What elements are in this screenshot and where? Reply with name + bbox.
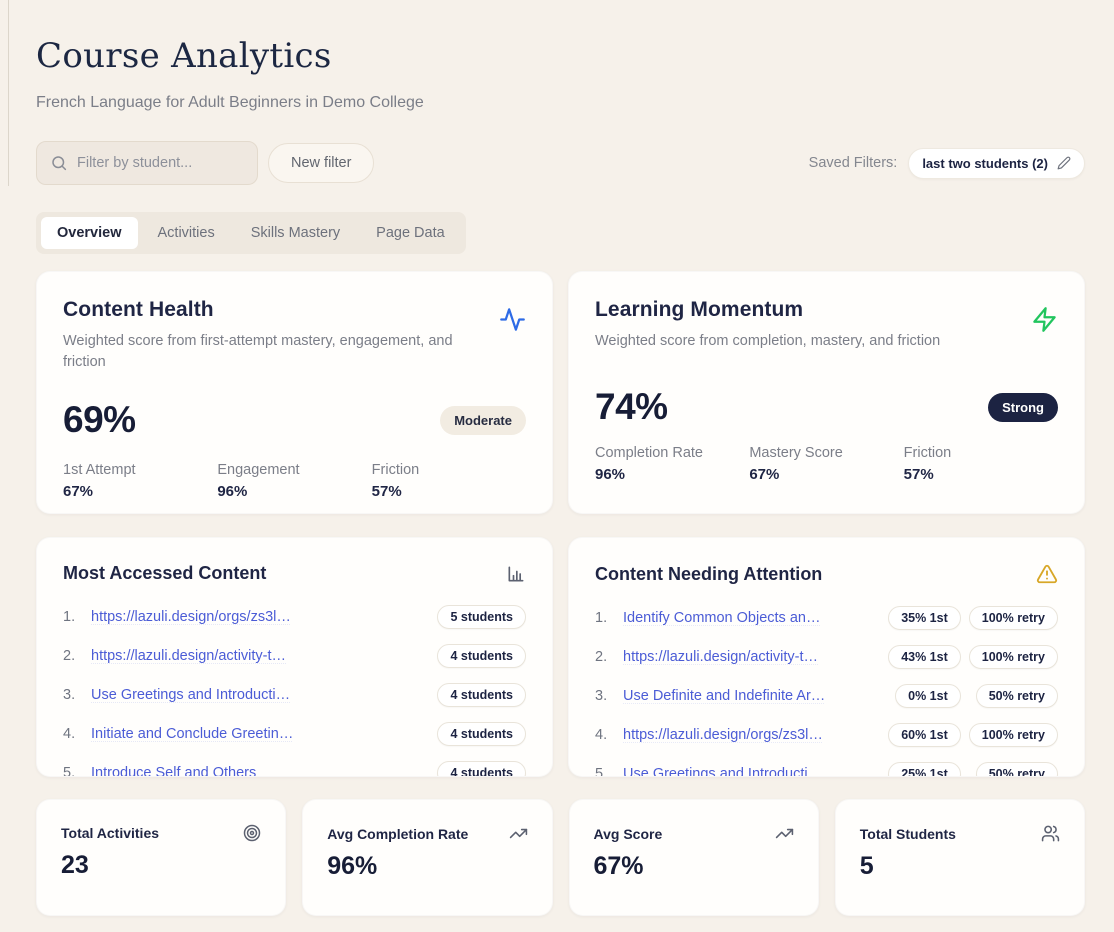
total-students-label: Total Students xyxy=(859,825,956,842)
retry-badge: 50% retry xyxy=(975,684,1058,708)
alert-triangle-icon xyxy=(1036,564,1058,584)
page-title: Course Analytics xyxy=(36,36,332,76)
content-link[interactable]: Identify Common Objects an… xyxy=(623,610,821,626)
avg-completion-rate-card: Avg Completion Rate 96% xyxy=(302,799,553,916)
stat-completion-rate: Completion Rate 96% xyxy=(595,445,703,484)
avg-completion-rate-label: Avg Completion Rate xyxy=(327,825,469,842)
learning-momentum-card: Learning Momentum Weighted score from co… xyxy=(568,271,1085,514)
student-filter-box xyxy=(36,141,258,185)
saved-filters: Saved Filters: last two students (2) xyxy=(808,147,1085,179)
zap-icon xyxy=(1033,307,1056,332)
page-subtitle: French Language for Adult Beginners in D… xyxy=(36,94,424,111)
users-icon xyxy=(1041,825,1060,842)
pencil-icon xyxy=(1057,156,1071,170)
students-count-badge: 4 students xyxy=(437,761,526,776)
needs-attention-title: Content Needing Attention xyxy=(595,563,823,584)
retry-badge: 100% retry xyxy=(968,606,1058,630)
students-count-badge: 4 students xyxy=(437,722,526,746)
bar-chart-icon xyxy=(508,566,524,581)
tab-bar: Overview Activities Skills Mastery Page … xyxy=(36,212,466,254)
content-health-score: 69% xyxy=(63,399,136,441)
content-health-status-badge: Moderate xyxy=(440,405,526,435)
most-accessed-list: 1. https://lazuli.design/orgs/zs3l… 5 st… xyxy=(63,605,526,777)
learning-momentum-description: Weighted score from completion, mastery,… xyxy=(595,333,941,349)
student-filter-input[interactable] xyxy=(77,155,244,171)
content-link[interactable]: https://lazuli.design/orgs/zs3l… xyxy=(91,609,291,625)
first-attempt-badge: 35% 1st xyxy=(888,606,961,630)
trending-up-icon xyxy=(775,828,793,839)
content-link[interactable]: Initiate and Conclude Greetin… xyxy=(91,726,294,742)
stat-engagement: Engagement 96% xyxy=(217,462,300,501)
first-attempt-badge: 25% 1st xyxy=(888,762,961,776)
summary-cards-row: Total Activities 23 Avg Completion Rate … xyxy=(36,799,1085,916)
health-cards-row: Content Health Weighted score from first… xyxy=(36,271,1085,514)
content-link[interactable]: https://lazuli.design/activity-t… xyxy=(623,649,819,665)
avg-completion-rate-value: 96% xyxy=(327,852,378,880)
avg-score-label: Avg Score xyxy=(593,825,663,842)
stat-friction: Friction 57% xyxy=(903,445,952,484)
total-activities-card: Total Activities 23 xyxy=(36,799,287,916)
trending-up-icon xyxy=(509,828,527,839)
saved-filter-pill[interactable]: last two students (2) xyxy=(908,147,1085,179)
total-activities-value: 23 xyxy=(61,851,89,879)
learning-momentum-title: Learning Momentum xyxy=(595,298,804,321)
total-students-value: 5 xyxy=(859,852,874,880)
most-accessed-card: Most Accessed Content 1. https://lazuli.… xyxy=(36,537,553,777)
content-health-card: Content Health Weighted score from first… xyxy=(36,271,553,514)
content-health-stats: 1st Attempt 67% Engagement 96% Friction … xyxy=(63,462,526,500)
tab-skills-mastery[interactable]: Skills Mastery xyxy=(235,217,356,249)
saved-filter-name: last two students (2) xyxy=(922,155,1048,171)
tab-overview[interactable]: Overview xyxy=(41,217,138,249)
learning-momentum-status-badge: Strong xyxy=(988,392,1058,422)
retry-badge: 100% retry xyxy=(968,723,1058,747)
total-students-card: Total Students 5 xyxy=(834,799,1085,916)
avg-score-value: 67% xyxy=(593,852,644,880)
new-filter-button[interactable]: New filter xyxy=(268,143,375,183)
target-icon xyxy=(244,824,261,842)
most-accessed-title: Most Accessed Content xyxy=(63,563,267,583)
saved-filters-label: Saved Filters: xyxy=(808,155,898,171)
content-link[interactable]: Use Greetings and Introducti… xyxy=(91,687,291,703)
first-attempt-badge: 0% 1st xyxy=(895,684,961,708)
activity-pulse-icon xyxy=(500,308,525,331)
content-health-description: Weighted score from first-attempt master… xyxy=(63,333,453,371)
students-count-badge: 4 students xyxy=(437,683,526,707)
filter-toolbar: New filter Saved Filters: last two stude… xyxy=(36,141,1085,185)
retry-badge: 100% retry xyxy=(968,645,1058,669)
needs-attention-list: 1. Identify Common Objects an… 35% 1st 1… xyxy=(595,606,1058,777)
content-link[interactable]: https://lazuli.design/orgs/zs3l… xyxy=(623,727,823,743)
tab-page-data[interactable]: Page Data xyxy=(360,217,461,249)
students-count-badge: 4 students xyxy=(437,644,526,668)
tab-activities[interactable]: Activities xyxy=(142,217,231,249)
content-lists-row: Most Accessed Content 1. https://lazuli.… xyxy=(36,537,1085,777)
stat-first-attempt: 1st Attempt 67% xyxy=(63,462,136,501)
needs-attention-card: Content Needing Attention 1. Identify Co… xyxy=(568,537,1085,777)
content-health-title: Content Health xyxy=(63,298,214,321)
learning-momentum-score: 74% xyxy=(595,386,668,428)
content-link[interactable]: https://lazuli.design/activity-t… xyxy=(91,648,287,664)
retry-badge: 50% retry xyxy=(975,762,1058,776)
content-link[interactable]: Use Definite and Indefinite Ar… xyxy=(623,688,826,704)
students-count-badge: 5 students xyxy=(437,605,526,629)
sidebar-divider xyxy=(8,0,9,186)
first-attempt-badge: 60% 1st xyxy=(888,723,961,747)
stat-friction: Friction 57% xyxy=(371,462,420,501)
avg-score-card: Avg Score 67% xyxy=(568,799,819,916)
content-link[interactable]: Use Greetings and Introducti… xyxy=(623,766,823,777)
content-link[interactable]: Introduce Self and Others xyxy=(91,765,257,777)
stat-mastery-score: Mastery Score 67% xyxy=(749,445,843,484)
search-icon xyxy=(52,156,67,171)
learning-momentum-stats: Completion Rate 96% Mastery Score 67% Fr… xyxy=(595,445,1058,483)
total-activities-label: Total Activities xyxy=(61,825,160,841)
first-attempt-badge: 43% 1st xyxy=(888,645,961,669)
